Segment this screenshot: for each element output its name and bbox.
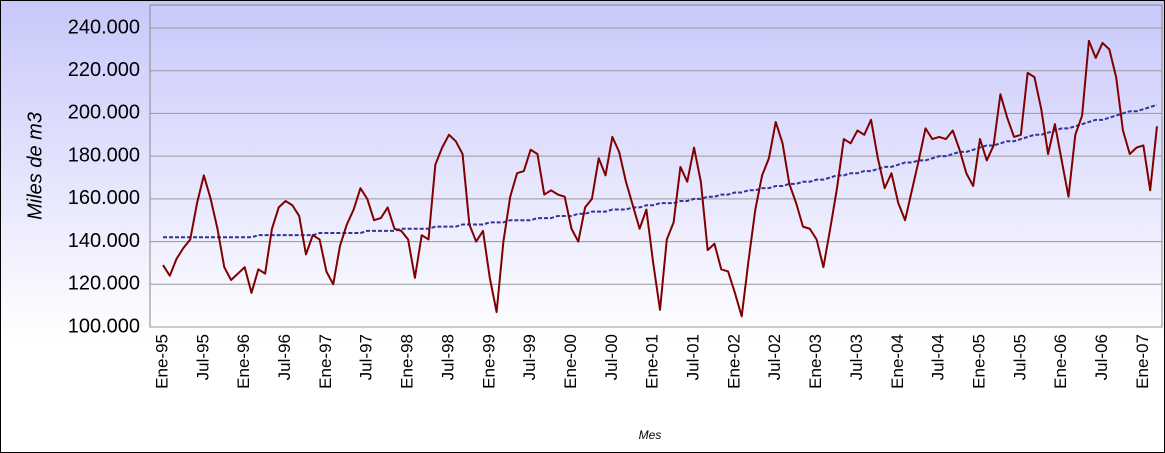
trend-line (163, 103, 1158, 239)
x-tick-label: Ene-99 (479, 334, 498, 389)
x-tick-label: Jul-02 (765, 334, 784, 380)
x-tick-label: Ene-01 (643, 334, 662, 389)
x-tick-label: Ene-04 (888, 334, 907, 389)
y-tick-label: 120.000 (68, 273, 140, 295)
x-tick-label: Jul-97 (357, 334, 376, 380)
x-tick-label: Jul-04 (929, 334, 948, 380)
x-tick-label: Jul-05 (1010, 334, 1029, 380)
x-tick-label: Ene-96 (234, 334, 253, 389)
x-tick-label: Jul-00 (602, 334, 621, 380)
x-tick-label: Ene-06 (1051, 334, 1070, 389)
y-tick-label: 160.000 (68, 187, 140, 209)
x-tick-label: Ene-98 (398, 334, 417, 389)
x-tick-label: Ene-03 (806, 334, 825, 389)
y-tick-label: 100.000 (68, 315, 140, 337)
x-tick-label: Ene-07 (1133, 334, 1152, 389)
x-tick-label: Jul-01 (684, 334, 703, 380)
x-tick-label: Jul-96 (275, 334, 294, 380)
data-line (162, 39, 1158, 318)
x-tick-label: Jul-95 (193, 334, 212, 380)
y-tick-label: 140.000 (68, 230, 140, 252)
y-tick-label: 200.000 (68, 102, 140, 124)
x-tick-label: Ene-95 (152, 334, 171, 389)
y-tick-label: 180.000 (68, 144, 140, 166)
x-tick-label: Ene-02 (724, 334, 743, 389)
x-tick-label: Jul-98 (438, 334, 457, 380)
x-tick-label: Ene-97 (316, 334, 335, 389)
x-tick-label: Ene-00 (561, 334, 580, 389)
y-tick-label: 220.000 (68, 59, 140, 81)
x-axis-label: Mes (639, 428, 662, 442)
x-tick-label: Jul-03 (847, 334, 866, 380)
x-tick-label: Jul-99 (520, 334, 539, 380)
x-tick-label: Ene-05 (969, 334, 988, 389)
x-tick-label: Jul-06 (1092, 334, 1111, 380)
y-axis-label: Miles de m3 (24, 112, 46, 220)
y-tick-label: 240.000 (68, 16, 140, 38)
